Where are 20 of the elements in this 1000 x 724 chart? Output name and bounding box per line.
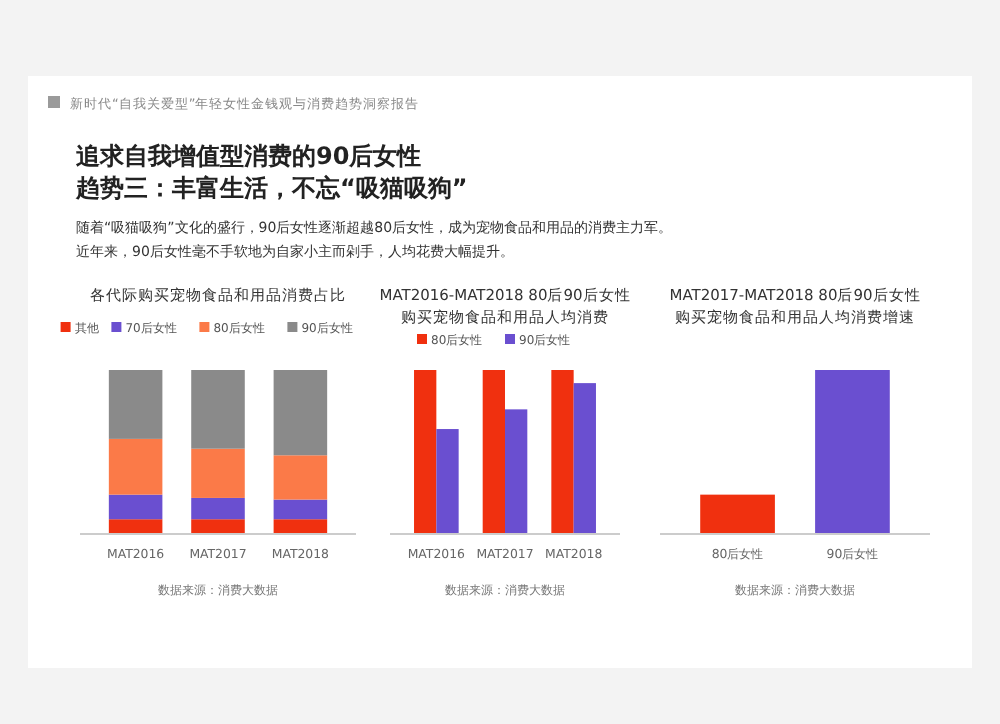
bar [273, 455, 328, 500]
bar [505, 409, 528, 534]
bar [108, 370, 163, 439]
bar [191, 448, 245, 498]
bar [191, 370, 245, 449]
bar [108, 494, 163, 520]
bar [436, 429, 459, 534]
text: 追求自我增值型消费的90后女性 [74, 142, 422, 170]
bar [191, 497, 245, 520]
bar [108, 519, 163, 534]
bar [273, 499, 328, 520]
bar [108, 438, 163, 495]
bar [414, 370, 437, 534]
bar [551, 370, 574, 534]
text: 趋势三：丰富生活，不忘“吸猫吸狗” [74, 174, 468, 202]
bar [191, 519, 245, 534]
bar [573, 383, 596, 534]
bar [482, 370, 505, 534]
bar [273, 370, 328, 456]
bar [273, 519, 328, 534]
